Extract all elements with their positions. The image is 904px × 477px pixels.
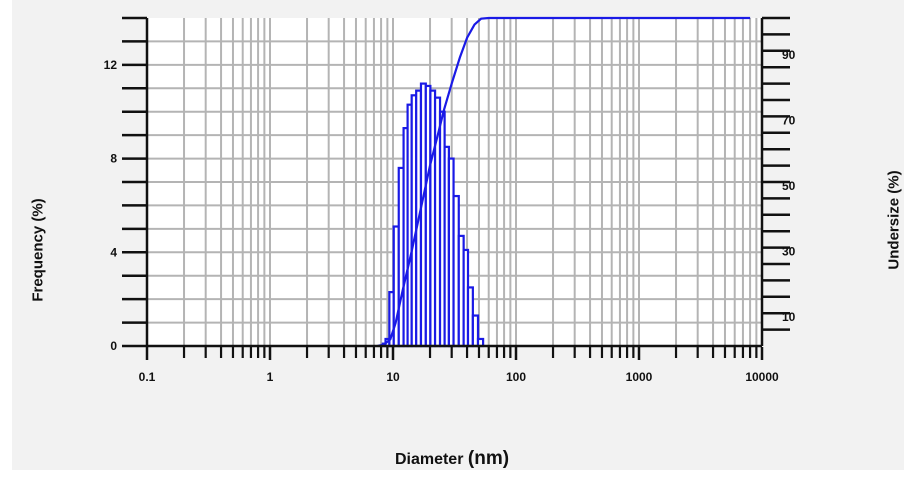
y-left-tick-label: 0: [110, 339, 117, 353]
y-left-tick-label: 8: [110, 152, 117, 166]
axes: [122, 16, 790, 360]
bottom-white-margin: [0, 470, 904, 477]
y-right-tick-label: 30: [782, 245, 796, 259]
y-axis-right-label: Undersize (%): [885, 170, 903, 270]
tick-labels: 0.1 1 10 100 1000 10000 0 4 8 12 10 30 50 70 90: [104, 48, 796, 384]
y-left-tick-label: 4: [110, 245, 117, 259]
left-white-margin: [0, 0, 12, 477]
x-tick-label: 10000: [745, 370, 779, 384]
undersize-curve: [377, 16, 751, 348]
x-axis-unit: (nm): [467, 448, 510, 469]
x-tick-label: 1000: [626, 370, 653, 384]
x-tick-label: 10: [386, 370, 400, 384]
x-axis-title: Diameter (nm): [0, 448, 904, 470]
y-left-tick-label: 12: [104, 58, 118, 72]
y-right-tick-label: 90: [782, 48, 796, 62]
x-tick-label: 100: [506, 370, 526, 384]
y-axis-left-label: Frequency (%): [29, 198, 47, 302]
y-right-tick-label: 50: [782, 179, 796, 193]
y-axis-left-title: Frequency (%): [16, 190, 60, 310]
y-right-tick-label: 70: [782, 113, 796, 127]
y-axis-right-title: Undersize (%): [872, 150, 904, 290]
x-tick-label: 0.1: [139, 370, 156, 384]
x-axis-label: Diameter: [394, 451, 464, 468]
x-tick-label: 1: [267, 370, 274, 384]
y-right-tick-label: 10: [782, 310, 796, 324]
